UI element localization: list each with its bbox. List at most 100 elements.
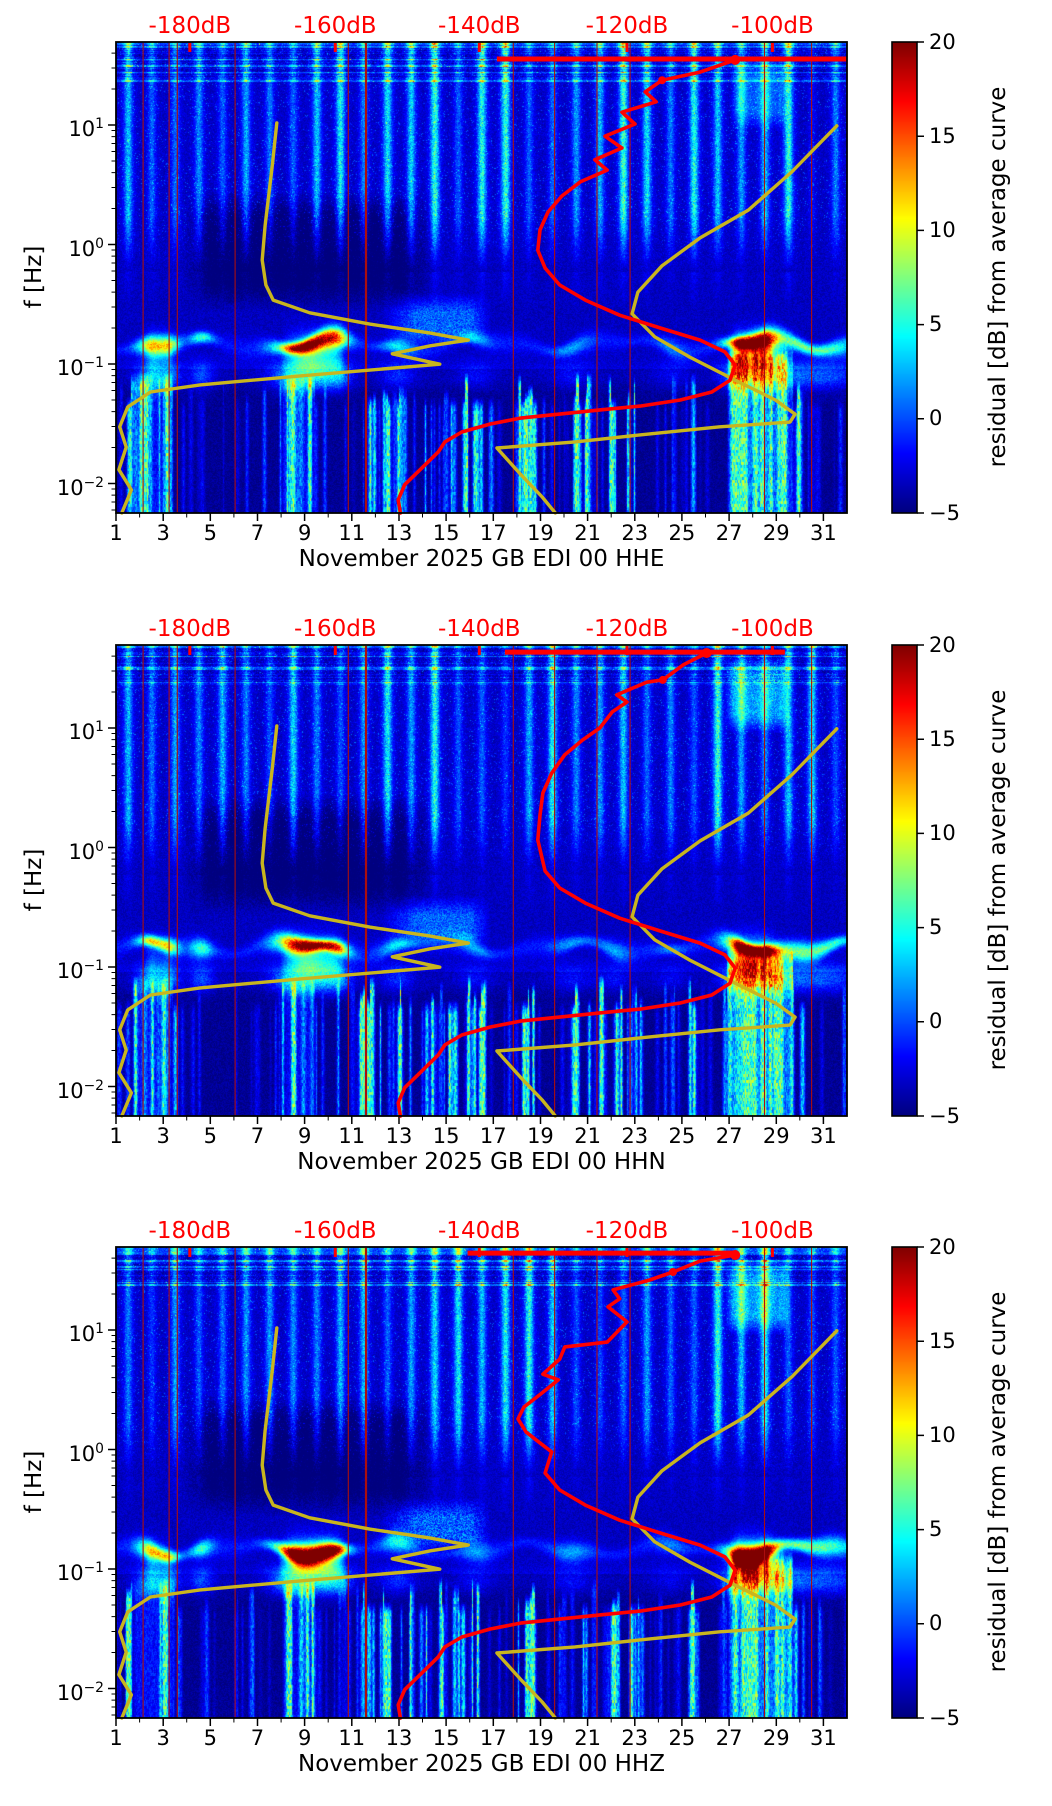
spectrogram-image	[116, 1247, 847, 1718]
x-tick-label: 23	[621, 1726, 649, 1750]
plot-title: November 2025 GB EDI 00 HHE	[298, 546, 665, 572]
y-tick-label: 10−2	[56, 474, 104, 500]
x-tick-label: 27	[715, 521, 743, 545]
x-tick-label: 15	[432, 521, 460, 545]
x-tick-label: 25	[668, 521, 696, 545]
measured-psd-blob	[658, 76, 667, 85]
x-tick-label: 31	[810, 1726, 837, 1750]
x-tick-label: 25	[668, 1124, 696, 1148]
x-tick-label: 3	[156, 1726, 170, 1750]
x-tick-label: 17	[479, 1124, 507, 1148]
y-tick-label: 10−2	[56, 1077, 104, 1103]
x-tick-label: 7	[250, 1726, 265, 1750]
colorbar-tick-label: 5	[929, 915, 943, 940]
x-tick-label: 5	[203, 521, 217, 545]
colorbar-tick-label: 10	[929, 1422, 956, 1447]
colorbar-tick-label: 10	[929, 217, 956, 242]
top-db-label: -160dB	[294, 616, 377, 642]
spectrogram-panel-hhn: -180dB -160dB -140dB -120dB -100dB 1 3 5 7 9 11 13…	[0, 603, 1052, 1203]
x-tick-label: 15	[432, 1726, 460, 1750]
x-tick-label: 23	[621, 521, 649, 545]
colorbar-tick-label: 5	[929, 312, 943, 337]
y-tick-label: 100	[68, 838, 104, 864]
measured-psd-blob	[669, 1268, 677, 1276]
colorbar-tick-label: −5	[929, 1103, 960, 1128]
measured-psd-blob	[730, 54, 741, 65]
x-tick-label: 21	[574, 1124, 601, 1148]
noise-model-curve-low	[117, 1326, 470, 1720]
colorbar-gradient	[892, 645, 917, 1116]
plot-title: November 2025 GB EDI 00 HHZ	[298, 1751, 665, 1777]
top-db-label: -100dB	[731, 1218, 814, 1244]
colorbar-label: residual [dB] from average curve	[985, 1291, 1011, 1673]
x-tick-label: 19	[527, 1726, 554, 1750]
colorbar-gradient	[892, 42, 917, 513]
y-tick-label: 101	[68, 719, 104, 744]
top-db-label: -140dB	[438, 1218, 521, 1244]
x-tick-label: 3	[156, 1124, 170, 1148]
x-tick-label: 11	[338, 1124, 366, 1148]
colorbar-border	[891, 41, 918, 514]
y-tick-label: 101	[68, 116, 104, 141]
spectrogram-panel-hhe: -180dB -160dB -140dB -120dB -100dB 1 3 5 7 9 11 13…	[0, 0, 1052, 600]
x-tick-label: 9	[297, 1124, 312, 1148]
colorbar-tick-label: 0	[929, 1009, 943, 1034]
x-tick-label: 29	[762, 1726, 790, 1750]
plot-border	[115, 644, 848, 1117]
x-tick-label: 19	[527, 521, 554, 545]
noise-model-curve-high	[495, 1329, 839, 1720]
measured-psd-curve	[396, 651, 738, 1118]
x-tick-label: 3	[156, 521, 170, 545]
noise-model-curve-high	[495, 124, 839, 515]
y-tick-label: 101	[68, 1321, 104, 1346]
colorbar-tick-label: 15	[929, 123, 956, 148]
x-tick-label: 27	[715, 1726, 743, 1750]
y-tick-label: 100	[68, 235, 104, 261]
plot-overlay	[108, 41, 924, 521]
colorbar-tick-label: 0	[929, 406, 943, 431]
x-tick-label: 13	[385, 1124, 413, 1148]
colorbar-tick-label: 15	[929, 1328, 956, 1353]
top-db-label: -100dB	[731, 616, 814, 642]
x-tick-label: 1	[109, 521, 123, 545]
y-tick-label: 10−2	[56, 1679, 104, 1705]
top-db-ticks	[188, 43, 774, 52]
colorbar-label: residual [dB] from average curve	[985, 86, 1011, 468]
top-db-ticks	[188, 646, 774, 655]
top-db-label: -100dB	[731, 13, 814, 39]
x-tick-label: 29	[762, 1124, 790, 1148]
x-tick-label: 11	[338, 1726, 366, 1750]
top-db-label: -180dB	[148, 13, 232, 39]
colorbar-tick-label: 15	[929, 726, 956, 751]
plot-border	[115, 41, 848, 514]
x-tick-label: 15	[432, 1124, 460, 1148]
plot-overlay	[108, 644, 924, 1124]
measured-psd-blob	[701, 648, 712, 658]
x-tick-label: 7	[250, 521, 265, 545]
x-tick-label: 5	[203, 1726, 217, 1750]
x-tick-label: 13	[385, 1726, 413, 1750]
y-axis-label: f [Hz]	[21, 245, 47, 309]
x-tick-label: 9	[297, 521, 312, 545]
x-tick-label: 21	[574, 1726, 601, 1750]
top-db-label: -160dB	[294, 1218, 377, 1244]
colorbar-border	[891, 1246, 918, 1719]
y-tick-label: 10−1	[56, 958, 104, 983]
colorbar-tick-label: 5	[929, 1517, 943, 1542]
top-db-label: -180dB	[148, 616, 232, 642]
top-db-label: -140dB	[438, 616, 521, 642]
colorbar-tick-label: 20	[929, 29, 956, 54]
x-tick-label: 17	[479, 521, 507, 545]
noise-model-curve-low	[117, 121, 470, 515]
x-tick-label: 7	[250, 1124, 265, 1148]
x-tick-label: 21	[574, 521, 601, 545]
measured-psd-blob	[658, 675, 667, 684]
x-tick-label: 1	[109, 1124, 123, 1148]
x-tick-label: 13	[385, 521, 413, 545]
noise-model-curve-low	[117, 724, 470, 1118]
colorbar-border	[891, 644, 918, 1117]
colorbar-tick-label: −5	[929, 500, 960, 525]
plot-title: November 2025 GB EDI 00 HHN	[297, 1149, 666, 1175]
top-db-label: -160dB	[294, 13, 377, 39]
